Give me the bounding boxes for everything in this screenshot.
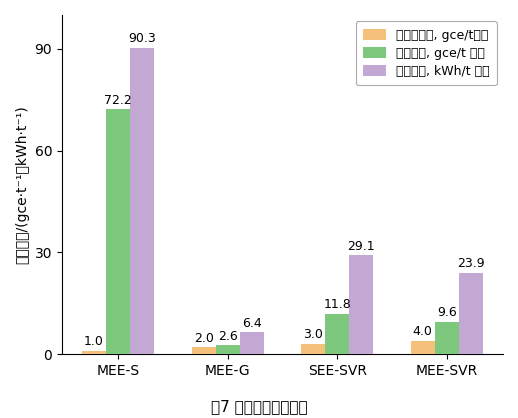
Text: 6.4: 6.4: [242, 317, 262, 330]
Text: 29.1: 29.1: [348, 240, 375, 253]
Bar: [301, 344, 325, 354]
Text: 1.0: 1.0: [84, 335, 104, 348]
Text: 9.6: 9.6: [437, 306, 457, 319]
Text: 2.0: 2.0: [194, 332, 213, 345]
Bar: [106, 109, 130, 354]
Text: 2.6: 2.6: [218, 330, 238, 343]
Y-axis label: 单位能耗/(gce·t⁻¹或kWh·t⁻¹): 单位能耗/(gce·t⁻¹或kWh·t⁻¹): [15, 105, 29, 264]
Bar: [192, 347, 215, 354]
Text: 3.0: 3.0: [303, 328, 323, 342]
Text: 90.3: 90.3: [128, 32, 156, 45]
Text: 11.8: 11.8: [323, 298, 351, 311]
Bar: [459, 273, 483, 354]
Bar: [349, 255, 373, 354]
Bar: [435, 321, 459, 354]
Text: 4.0: 4.0: [413, 325, 433, 338]
Bar: [325, 314, 349, 354]
Text: 23.9: 23.9: [457, 257, 485, 270]
Bar: [240, 332, 264, 354]
Text: 72.2: 72.2: [104, 94, 132, 107]
Bar: [82, 351, 106, 354]
Bar: [130, 48, 154, 354]
Legend: 热値当量法, gce/t凝水, 等价値法, gce/t 凝水, 等效电法, kWh/t 凝水: 热値当量法, gce/t凝水, 等价値法, gce/t 凝水, 等效电法, kW…: [356, 21, 497, 85]
Bar: [411, 341, 435, 354]
Text: 图7 不同系统单位能耗: 图7 不同系统单位能耗: [211, 399, 307, 414]
Bar: [215, 345, 240, 354]
